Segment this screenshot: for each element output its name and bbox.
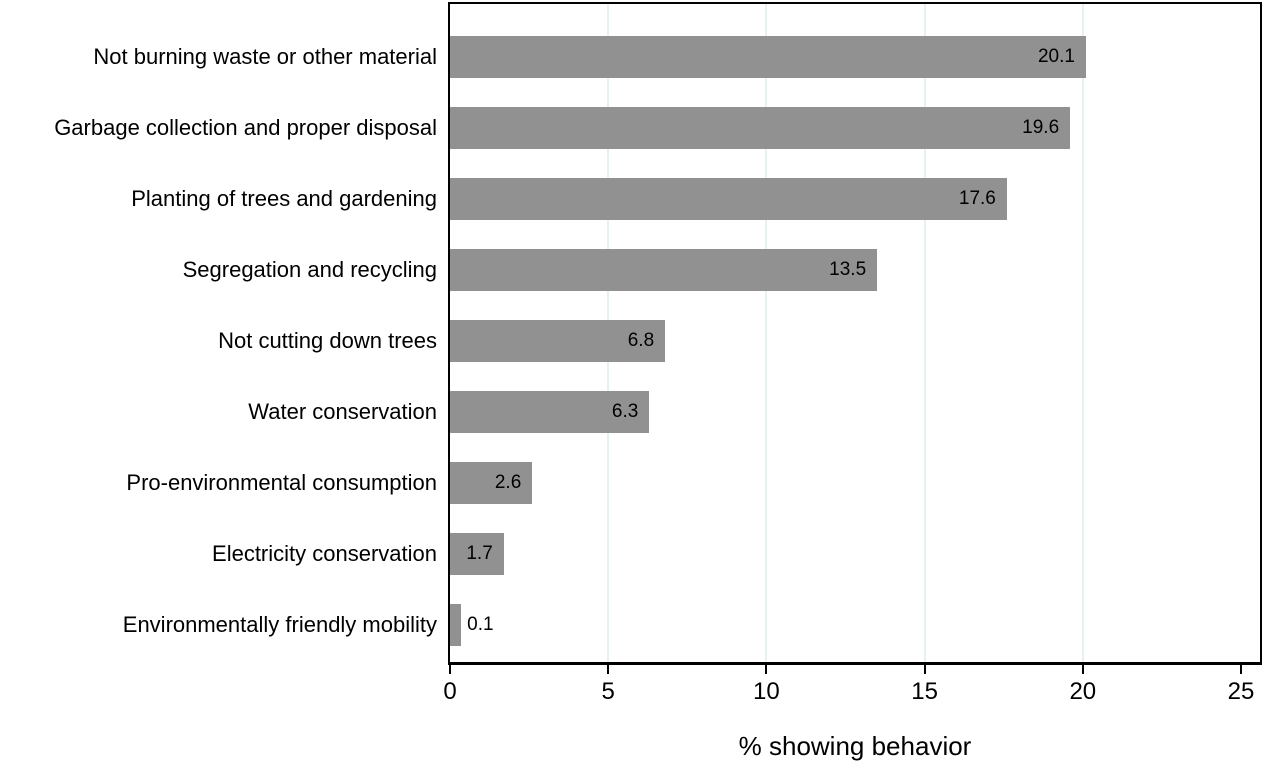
x-axis: 0 5 10 15 20 25 [443,663,1260,723]
bar-row: Water conservation 6.3 [0,376,1260,447]
category-label: Segregation and recycling [182,256,437,282]
bar-value-label: 6.3 [611,400,639,422]
bar: 13.5 [450,248,878,291]
bar-value-label: 2.6 [494,471,522,493]
gridline [923,4,926,662]
bar-value-label: 1.7 [466,542,493,564]
x-axis-tick-label: 25 [1227,678,1255,705]
bar-track: 1.7 [450,532,1260,575]
bar: 6.3 [450,390,650,433]
bar-value-label: 20.1 [1037,45,1075,67]
bar-row: Not burning waste or other material 20.1 [0,21,1260,92]
bar-track: 13.5 [450,248,1260,291]
bar-track: 20.1 [450,35,1260,78]
bar: 17.6 [450,177,1007,220]
gridline [765,4,768,662]
bar: 1.7 [450,532,504,575]
x-axis-tick [1240,663,1243,674]
x-axis-tick-label: 0 [443,678,457,705]
bar [450,603,461,646]
x-axis-tick [1081,663,1084,674]
x-axis-tick-label: 20 [1069,678,1097,705]
bar: 19.6 [450,106,1071,149]
bar-row: Planting of trees and gardening 17.6 [0,163,1260,234]
category-label: Water conservation [248,398,437,424]
bar-track: 2.6 [450,461,1260,504]
bar-track: 19.6 [450,106,1260,149]
category-label: Electricity conservation [212,540,437,566]
bar-track: 6.8 [450,319,1260,362]
x-axis-tick [607,663,610,674]
bar-value-label: 0.1 [467,613,494,635]
bar: 2.6 [450,461,533,504]
x-axis-tick-label: 10 [753,678,780,705]
bar-row: Electricity conservation 1.7 [0,518,1260,589]
bar: 20.1 [450,35,1086,78]
bar-track: 0.1 [450,603,1260,646]
bar-value-label: 13.5 [829,258,867,280]
category-label: Not cutting down trees [218,327,437,353]
bar-row: Pro-environmental consumption 2.6 [0,447,1260,518]
bar-row: Environmentally friendly mobility 0.1 [0,589,1260,660]
bar: 6.8 [450,319,666,362]
category-label: Not burning waste or other material [93,43,437,69]
bar-row: Garbage collection and proper disposal 19… [0,92,1260,163]
x-axis-tick [765,663,768,674]
x-axis-tick-label: 15 [911,678,938,705]
category-label: Pro-environmental consumption [126,469,437,495]
category-label: Planting of trees and gardening [131,185,437,211]
x-axis-tick-label: 5 [601,678,615,705]
bar-value-label: 6.8 [627,329,655,351]
bar-value-label: 19.6 [1022,116,1060,138]
bar-track: 17.6 [450,177,1260,220]
category-label: Environmentally friendly mobility [122,611,437,637]
x-axis-title: % showing behavior [738,731,972,761]
bar-row: Not cutting down trees 6.8 [0,305,1260,376]
bar-rows: Not burning waste or other material 20.1 G… [0,4,1260,660]
category-label: Garbage collection and proper disposal [54,114,437,140]
bar-value-label: 17.6 [958,187,996,209]
gridline [1081,4,1084,662]
bar-track: 6.3 [450,390,1260,433]
bar-row: Segregation and recycling 13.5 [0,234,1260,305]
x-axis-tick [449,663,451,674]
x-axis-tick [923,663,926,674]
